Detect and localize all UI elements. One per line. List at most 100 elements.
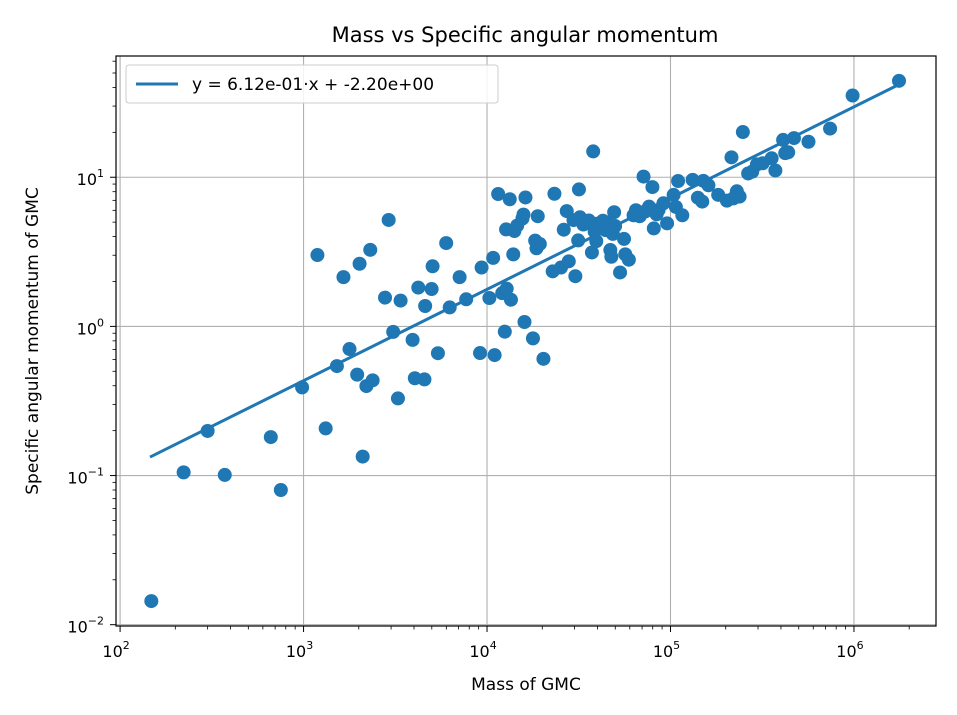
data-point: [318, 421, 333, 436]
y-tick-label: 101: [77, 167, 104, 189]
data-point: [365, 373, 380, 388]
data-points: [144, 73, 907, 609]
data-point: [355, 449, 370, 464]
data-point: [350, 367, 365, 382]
data-point: [589, 234, 604, 249]
data-point: [735, 125, 750, 140]
data-point: [764, 151, 779, 166]
data-point: [499, 281, 514, 296]
data-point: [411, 280, 426, 295]
data-point: [295, 380, 310, 395]
y-tick-label: 100: [77, 316, 104, 338]
grid-lines: [116, 56, 936, 626]
data-point: [329, 359, 344, 374]
data-point: [425, 259, 440, 274]
data-point: [474, 260, 489, 275]
data-point: [506, 247, 521, 262]
data-point: [439, 236, 454, 251]
data-point: [536, 351, 551, 366]
data-point: [378, 290, 393, 305]
data-point: [607, 205, 622, 220]
data-point: [217, 467, 232, 482]
data-point: [724, 150, 739, 165]
data-point: [571, 233, 586, 248]
y-axis-ticks: 10−2 10−1 100 101: [67, 60, 116, 637]
data-point: [200, 423, 215, 438]
data-point: [768, 163, 783, 178]
data-point: [845, 88, 860, 103]
x-tick-label: 103: [286, 639, 313, 661]
data-point: [636, 169, 651, 184]
data-point: [176, 465, 191, 480]
fit-line-layer: [149, 82, 901, 459]
data-point: [666, 187, 681, 202]
y-tick-label: 10−1: [67, 466, 104, 488]
legend-box: [125, 64, 499, 104]
data-point: [386, 324, 401, 339]
data-point: [660, 216, 675, 231]
data-point: [695, 194, 710, 209]
y-axis-label: Specific angular momentum of GMC: [23, 187, 43, 495]
x-tick-label: 104: [469, 639, 496, 661]
y-tick-label: 10−2: [67, 615, 104, 637]
data-point: [530, 209, 545, 224]
legend-label: y = 6.12e-01·x + -2.20e+00: [192, 75, 434, 95]
data-point: [486, 250, 501, 265]
data-point: [417, 372, 432, 387]
data-point: [617, 231, 632, 246]
data-point: [452, 270, 467, 285]
data-point: [352, 256, 367, 271]
data-point: [608, 219, 623, 234]
plot-area: [115, 55, 937, 627]
data-point: [497, 324, 512, 339]
data-point: [482, 291, 497, 306]
data-point: [556, 222, 571, 237]
data-point: [273, 482, 288, 497]
data-point: [310, 248, 325, 263]
data-point: [430, 346, 445, 361]
fit-line: [149, 82, 901, 459]
data-point: [701, 178, 716, 193]
data-point: [621, 252, 636, 267]
data-point: [892, 73, 907, 88]
data-point: [732, 189, 747, 204]
data-point: [418, 299, 433, 314]
data-point: [263, 430, 278, 445]
data-point: [336, 270, 351, 285]
data-point: [502, 192, 517, 207]
data-point: [656, 196, 671, 211]
data-point: [144, 594, 159, 609]
data-point: [381, 212, 396, 227]
data-point: [491, 187, 506, 202]
x-axis-ticks: 102 103 104 105 106: [102, 626, 910, 661]
data-point: [424, 282, 439, 297]
data-point: [675, 208, 690, 223]
data-point: [685, 172, 700, 187]
data-point: [645, 180, 660, 195]
data-point: [568, 269, 583, 284]
data-point: [405, 332, 420, 347]
data-point: [786, 131, 801, 146]
data-point: [584, 245, 599, 260]
data-point: [518, 190, 533, 205]
chart-title: Mass vs Specific angular momentum: [332, 23, 719, 47]
data-point: [390, 391, 405, 406]
x-tick-label: 105: [653, 639, 680, 661]
data-point: [646, 221, 661, 236]
data-point: [473, 346, 488, 361]
data-point: [586, 144, 601, 159]
data-point: [517, 315, 532, 330]
data-point: [516, 207, 531, 222]
data-point: [442, 300, 457, 315]
data-point: [532, 236, 547, 251]
data-point: [604, 249, 619, 264]
data-point: [781, 145, 796, 160]
data-point: [571, 182, 586, 197]
data-point: [503, 292, 518, 307]
data-point: [801, 134, 816, 149]
data-point: [671, 174, 686, 189]
data-point: [363, 242, 378, 257]
x-tick-label: 102: [102, 639, 129, 661]
data-point: [561, 254, 576, 269]
